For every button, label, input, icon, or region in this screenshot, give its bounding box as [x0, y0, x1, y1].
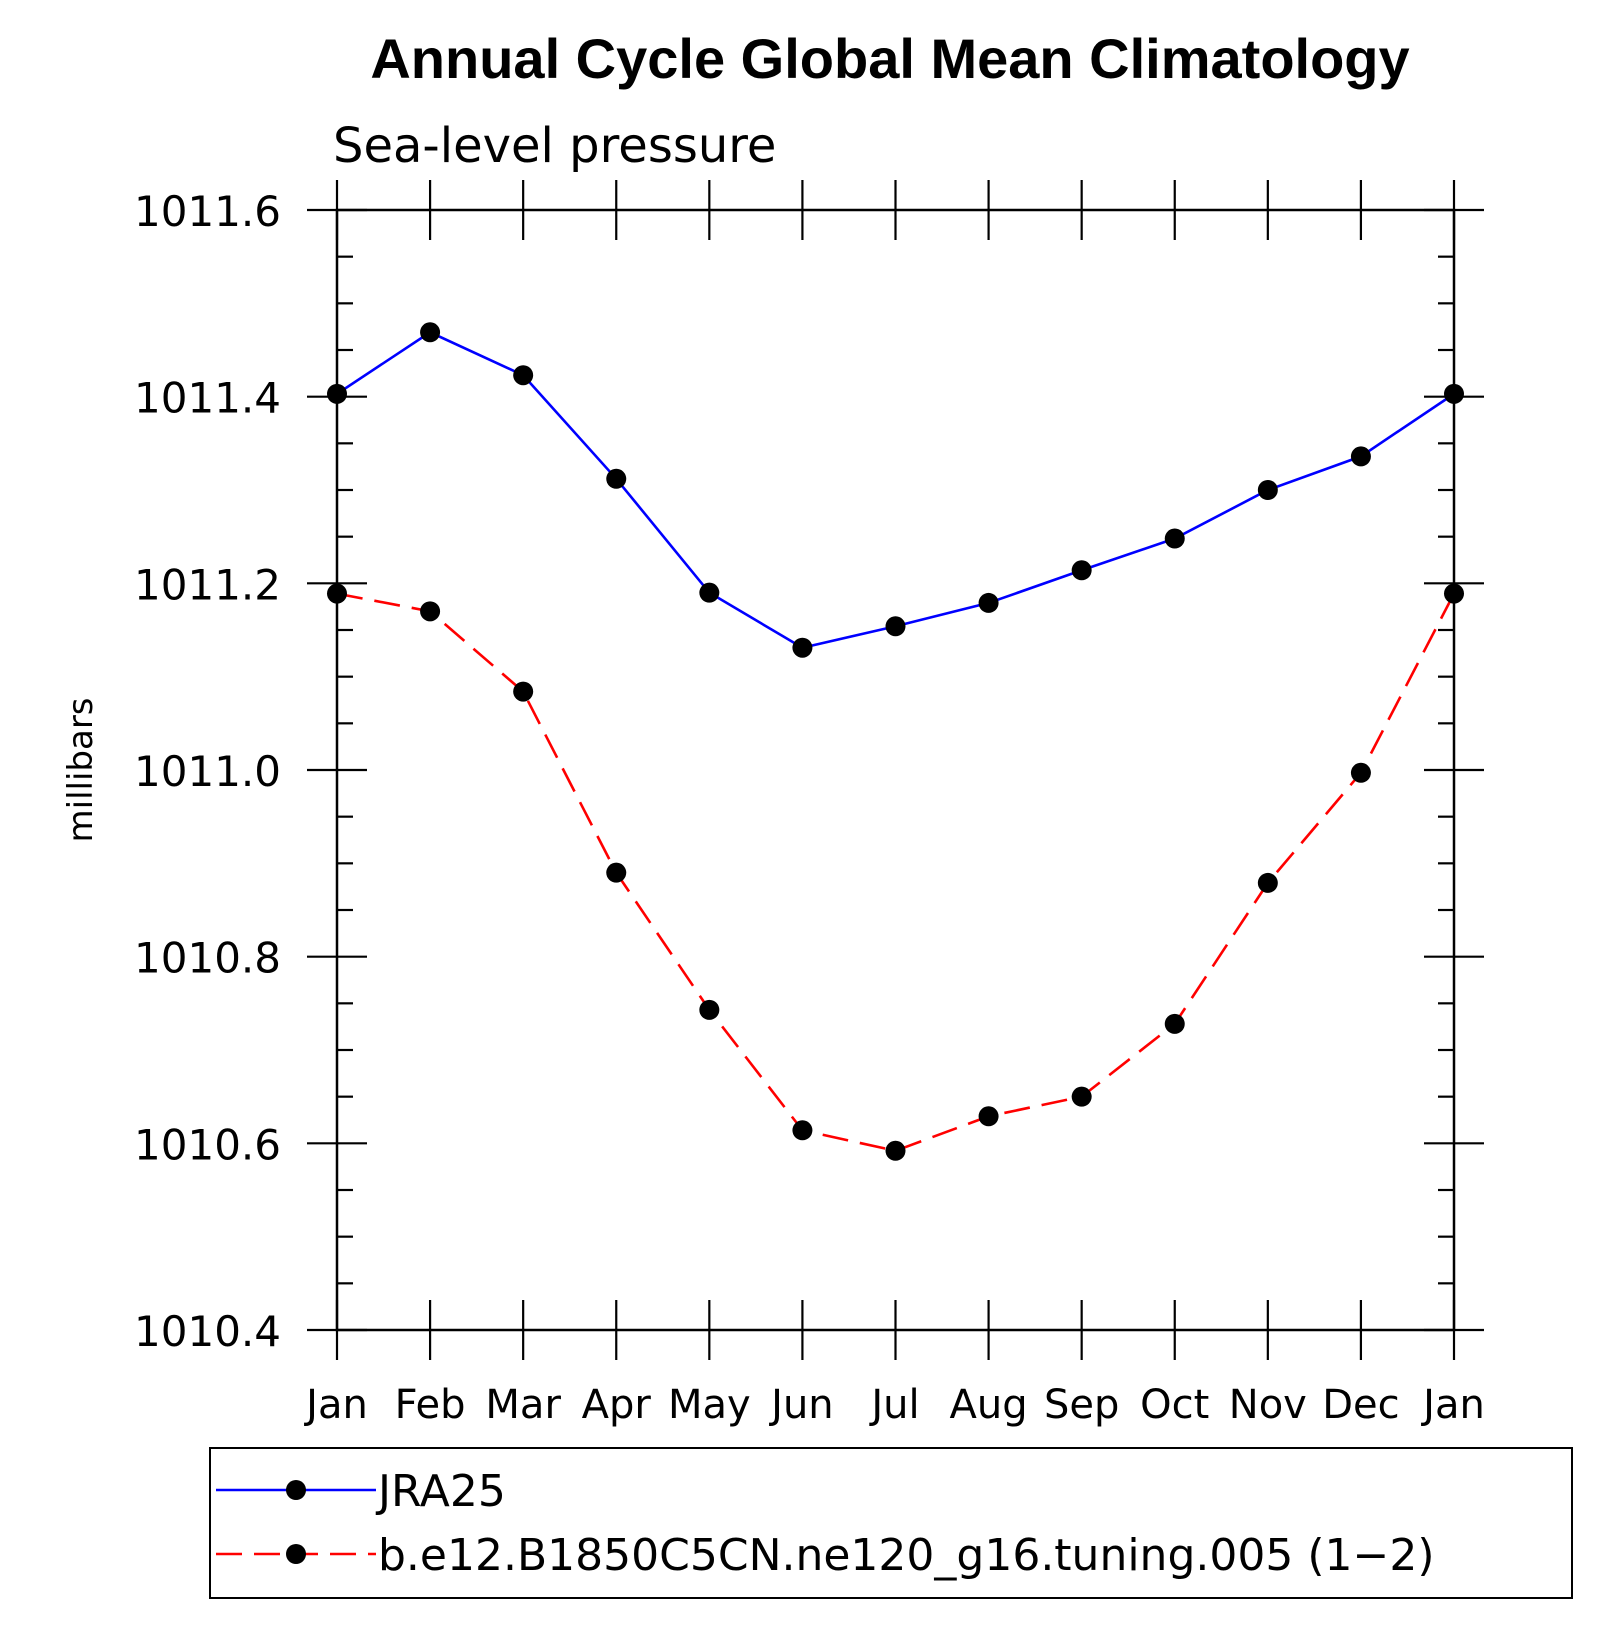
x-tick-label: Apr [582, 1382, 652, 1428]
series-1-point [792, 637, 813, 658]
x-tick-label: Jul [868, 1382, 919, 1428]
x-tick-label: May [668, 1382, 751, 1428]
y-tick-label: 1011.0 [134, 747, 281, 796]
x-tick-label: Jun [768, 1382, 834, 1428]
y-tick-label: 1010.8 [134, 934, 281, 983]
series-1-point [1257, 480, 1278, 500]
plot-frame [335, 208, 1456, 1332]
y-tick-label: 1010.4 [134, 1307, 281, 1356]
x-tick-label: Nov [1229, 1382, 1307, 1428]
x-tick-label: Mar [485, 1382, 561, 1428]
y-tick-label: 1011.2 [134, 560, 281, 609]
series-1-point [606, 468, 627, 489]
series-1-point [513, 365, 534, 386]
y-axis-label: millibars [61, 697, 101, 842]
plot-layer: 1010.4 1010.6 1010.8 1011.0 1011.2 1011.4 1011… [134, 180, 1485, 1428]
series-1-point [978, 592, 999, 613]
x-tick-label: Aug [950, 1382, 1028, 1428]
series-2-point [885, 1140, 906, 1161]
series-2-point [1164, 1013, 1185, 1034]
series-2-point [513, 681, 534, 702]
x-tick-label: Oct [1140, 1382, 1209, 1428]
y-tick-label: 1010.6 [134, 1120, 281, 1169]
series-line-2 [336, 592, 1456, 1153]
legend-marker-1 [286, 1480, 306, 1500]
series-1-point [420, 322, 441, 343]
series-2-point [327, 583, 347, 604]
series-2-point [792, 1120, 813, 1141]
series-2-point [699, 999, 720, 1020]
legend-label-1: JRA25 [375, 1466, 506, 1517]
series-2-point [1071, 1086, 1092, 1107]
series-2-point [1350, 762, 1371, 783]
legend: JRA25 b.e12.B1850C5CN.ne120_g16.tuning.00… [209, 1447, 1573, 1599]
series-1-point [1164, 528, 1185, 549]
x-tick-label: Sep [1044, 1382, 1119, 1428]
legend-label-2: b.e12.B1850C5CN.ne120_g16.tuning.005 (1−… [378, 1530, 1435, 1581]
chart-title: Annual Cycle Global Mean Climatology [370, 27, 1409, 90]
series-1-point [699, 582, 720, 603]
series-1-point [1350, 446, 1371, 467]
series-2-point [606, 862, 627, 883]
series-line-1 [336, 330, 1455, 650]
y-tick-label: 1011.4 [134, 374, 281, 423]
legend-box [209, 1447, 1573, 1599]
series-1-point [1071, 560, 1092, 581]
y-tick-label: 1011.6 [134, 187, 281, 236]
series-2-point [978, 1106, 999, 1127]
series-1-point [885, 616, 906, 637]
series-1-point [327, 383, 347, 404]
x-tick-label: Jan [303, 1382, 368, 1428]
series-2-point [420, 601, 441, 622]
series-1-point [1444, 383, 1464, 404]
series-2-point [1257, 872, 1278, 893]
chart-subtitle: Sea-level pressure [333, 118, 776, 174]
x-tick-label: Feb [395, 1382, 466, 1428]
x-tick-label: Jan [1420, 1382, 1485, 1428]
x-tick-label: Dec [1322, 1382, 1399, 1428]
series-2-point [1444, 583, 1464, 604]
legend-marker-2 [286, 1544, 306, 1564]
